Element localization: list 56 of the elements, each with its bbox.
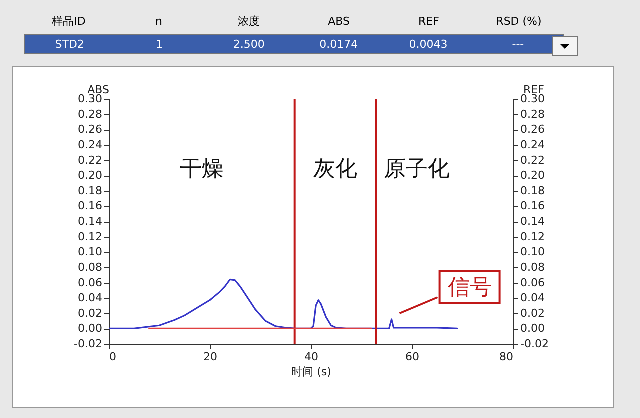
y2-tick-label: 0.14: [520, 215, 545, 228]
y-tick-label: 0.26: [78, 123, 102, 136]
y-tick-label: 0.14: [78, 215, 102, 228]
text: ABS: [327, 14, 351, 28]
text: 浓度: [237, 14, 261, 28]
x-tick-label: 40: [304, 350, 318, 364]
y-tick-label: 0.06: [78, 276, 102, 290]
y2-tick-label: 0.06: [520, 276, 545, 290]
y2-tick-label: 0.26: [520, 123, 545, 136]
text: 0.0174: [318, 38, 360, 50]
x-tick-label: 80: [500, 350, 514, 364]
text: 1: [155, 38, 164, 50]
text: 2.500: [232, 38, 266, 50]
y2-tick-label: 0.16: [520, 200, 545, 213]
y2-tick-label: 0.20: [520, 169, 545, 182]
text: 0.0043: [408, 38, 449, 50]
y-tick-label: 0.18: [78, 184, 102, 198]
annotation: 信号: [448, 276, 492, 300]
text: RSD (%): [495, 14, 543, 28]
y-tick-label: 0.20: [78, 169, 102, 182]
annotation: 灰化: [313, 157, 358, 182]
text: REF: [418, 14, 440, 28]
y-tick-label: 0.00: [78, 322, 102, 336]
y-tick-label: 0.22: [78, 154, 102, 167]
y2-tick-label: 0.00: [520, 322, 545, 336]
y-tick-label: 0.16: [78, 200, 102, 213]
x-tick-label: 60: [406, 350, 420, 364]
y-tick-label: 0.04: [78, 292, 102, 305]
y-tick-label: 0.30: [78, 92, 102, 106]
y2-tick-label: 0.04: [520, 292, 545, 305]
text: STD2: [54, 38, 86, 50]
text: 样品ID: [51, 14, 87, 28]
y2-tick-label: 0.12: [520, 230, 545, 244]
y-tick-label: -0.02: [74, 338, 102, 350]
x-tick-label: 0: [110, 350, 116, 364]
y-tick-label: 0.12: [78, 230, 102, 244]
y-tick-label: 0.08: [78, 260, 102, 274]
annotation: 干燥: [180, 157, 224, 182]
y-tick-label: 0.10: [78, 246, 102, 259]
x-tick-label: 20: [204, 350, 218, 364]
annotation: 原子化: [384, 157, 450, 182]
y-tick-label: 0.02: [78, 306, 102, 320]
y-tick-label: 0.24: [78, 138, 102, 152]
y2-tick-label: 0.24: [520, 138, 545, 152]
text: n: [154, 14, 164, 28]
y2-tick-label: 0.02: [520, 306, 545, 320]
y2-tick-label: 0.28: [520, 108, 545, 121]
y2-tick-label: 0.30: [520, 92, 545, 106]
y2-tick-label: 0.08: [520, 260, 545, 274]
y2-tick-label: 0.22: [520, 154, 545, 167]
y-tick-label: 0.28: [78, 108, 102, 121]
y2-tick-label: 0.10: [520, 246, 545, 259]
y2-tick-label: -0.02: [520, 338, 549, 350]
text: ---: [511, 38, 526, 50]
x-axis-title: 时间 (s): [292, 366, 332, 378]
y2-tick-label: 0.18: [520, 184, 545, 198]
